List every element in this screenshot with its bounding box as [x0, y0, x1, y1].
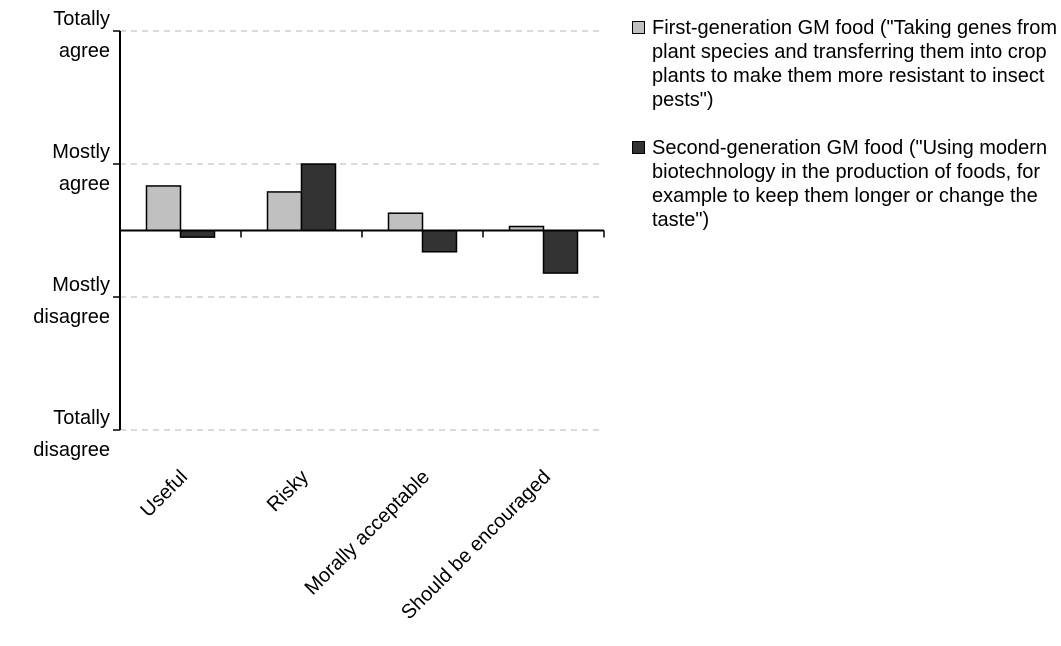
gridlines — [120, 30, 604, 431]
bar — [387, 212, 424, 232]
bars — [145, 163, 579, 274]
y-tick-label-line: Mostly — [52, 274, 110, 296]
bar — [300, 163, 337, 232]
x-tick-label: Risky — [263, 466, 313, 516]
bar — [266, 191, 303, 232]
bar — [542, 229, 579, 274]
y-tick-label-line: disagree — [33, 439, 110, 461]
y-tick-label-line: Totally — [53, 8, 110, 30]
bar — [145, 185, 182, 232]
y-tick-label-line: agree — [59, 173, 110, 195]
y-tick-label-line: disagree — [33, 306, 110, 328]
bar — [421, 229, 458, 253]
legend-label-second-generation: Second-generation GM food ("Using modern… — [652, 137, 1048, 231]
legend-item-second-generation: Second-generation GM food ("Using modern… — [632, 136, 1060, 232]
y-tick-label: Mostly agree — [52, 141, 110, 195]
legend-swatch-first-generation — [632, 21, 645, 34]
x-tick-label: Morally acceptable — [301, 466, 434, 599]
y-tick-label: Mostly disagree — [33, 274, 110, 328]
legend-item-first-generation: First-generation GM food ("Taking genes … — [632, 16, 1060, 112]
y-tick-label: Totally agree — [53, 8, 110, 62]
x-tick-label: Useful — [136, 466, 192, 522]
legend: First-generation GM food ("Taking genes … — [632, 16, 1060, 256]
y-tick-label: Totally disagree — [33, 407, 110, 461]
y-tick-label-line: Totally — [53, 407, 110, 429]
legend-swatch-second-generation — [632, 141, 645, 154]
y-tick-label-line: agree — [59, 40, 110, 62]
axes — [113, 30, 605, 431]
y-tick-label-line: Mostly — [52, 141, 110, 163]
legend-label-first-generation: First-generation GM food ("Taking genes … — [652, 17, 1058, 111]
